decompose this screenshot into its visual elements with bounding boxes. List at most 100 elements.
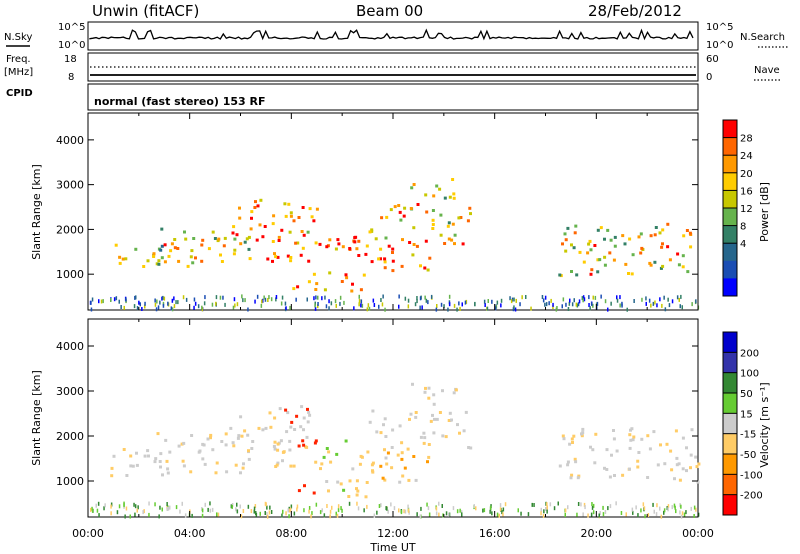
ground-scatter-cell — [644, 514, 646, 519]
echo-cell — [250, 216, 253, 220]
echo-cell — [383, 266, 387, 270]
ground-scatter-cell — [315, 295, 317, 300]
colorbar-tick-label: 28 — [740, 134, 753, 145]
echo-cell — [452, 192, 456, 196]
ground-scatter-cell — [407, 504, 409, 509]
echo-cell — [275, 463, 279, 467]
echo-cell — [328, 238, 332, 242]
echo-cell — [412, 226, 416, 230]
nsky-panel: N.Sky 10^5 10^0 10^5 10^0 N.Search — [4, 21, 788, 51]
echo-cell — [289, 259, 293, 263]
ground-scatter-cell — [136, 508, 138, 513]
echo-cell — [157, 259, 161, 263]
echo-cell — [590, 268, 594, 272]
ground-scatter-cell — [589, 306, 591, 311]
echo-cell — [432, 393, 436, 397]
ground-scatter-cell — [510, 299, 513, 304]
colorbar-swatch — [723, 172, 737, 191]
echo-cell — [276, 461, 280, 465]
echo-cell — [432, 402, 436, 406]
echo-cell — [288, 230, 292, 234]
echo-cell — [424, 193, 428, 197]
ground-scatter-cell — [407, 304, 410, 309]
ground-scatter-cell — [295, 297, 297, 302]
ground-scatter-cell — [448, 512, 450, 517]
time-axis-label: Time UT — [369, 541, 415, 554]
echo-cell — [447, 237, 451, 241]
echo-cell — [186, 264, 190, 268]
power-plot-frame — [87, 112, 699, 311]
echo-cell — [409, 207, 413, 210]
echo-cell — [561, 242, 564, 246]
ground-scatter-cell — [438, 512, 440, 517]
echo-cell — [612, 429, 615, 432]
ground-scatter-cell — [659, 506, 661, 511]
echo-cell — [391, 428, 395, 432]
ground-scatter-cell — [324, 295, 326, 300]
colorbar-tick-label: 100 — [740, 369, 759, 380]
ground-scatter-cell — [419, 514, 422, 519]
echo-cell — [314, 460, 318, 464]
ground-scatter-cell — [693, 514, 695, 518]
echo-cell — [435, 184, 439, 188]
ground-scatter-cell — [681, 305, 683, 310]
echo-cell — [146, 259, 150, 263]
ground-scatter-cell — [116, 510, 119, 515]
colorbar-tick-label: 16 — [740, 186, 753, 197]
echo-cell — [273, 416, 277, 420]
echo-cell — [401, 474, 405, 478]
echo-cell — [398, 424, 402, 428]
echo-cell — [286, 411, 290, 415]
echo-cell — [639, 251, 643, 255]
echo-cell — [383, 448, 386, 452]
echo-cell — [200, 259, 204, 263]
echo-cell — [391, 251, 394, 254]
colorbar-swatch — [723, 260, 737, 279]
echo-cell — [453, 233, 457, 237]
ground-scatter-cell — [90, 507, 92, 512]
echo-cell — [302, 428, 305, 432]
echo-cell — [168, 450, 172, 454]
echo-cell — [362, 273, 366, 277]
ground-scatter-cell — [491, 299, 493, 304]
ground-scatter-cell — [95, 503, 97, 508]
ground-scatter-cell — [348, 501, 351, 506]
echo-cell — [238, 206, 241, 210]
echo-cell — [637, 235, 641, 239]
echo-cell — [110, 474, 114, 478]
ground-scatter-cell — [656, 503, 658, 508]
ground-scatter-cell — [157, 305, 160, 310]
echo-cell — [214, 471, 218, 475]
ground-scatter-cell — [372, 298, 375, 303]
echo-cell — [241, 466, 245, 470]
echo-cell — [558, 464, 562, 468]
echo-cell — [627, 272, 630, 275]
echo-cell — [236, 436, 240, 440]
ground-scatter-cell — [329, 509, 332, 514]
echo-cell — [277, 239, 281, 242]
ground-scatter-cell — [541, 295, 544, 299]
echo-cell — [254, 200, 257, 204]
ground-scatter-cell — [261, 299, 263, 304]
ground-scatter-cell — [281, 295, 284, 300]
ground-scatter-cell — [610, 301, 612, 306]
echo-cell — [414, 415, 418, 419]
ground-scatter-cell — [587, 513, 589, 518]
echo-cell — [582, 260, 586, 264]
ground-scatter-cell — [580, 502, 582, 507]
echo-cell — [670, 468, 674, 472]
ground-scatter-cell — [175, 505, 178, 510]
ground-scatter-cell — [483, 299, 486, 304]
echo-cell — [572, 246, 576, 250]
ground-scatter-cell — [513, 305, 515, 310]
echo-cell — [438, 187, 442, 191]
echo-cell — [370, 463, 374, 467]
echo-cell — [356, 489, 360, 493]
ground-scatter-cell — [386, 506, 388, 511]
ground-scatter-cell — [290, 504, 293, 509]
ground-scatter-cell — [181, 501, 183, 506]
ground-scatter-cell — [253, 506, 256, 511]
echo-cell — [312, 272, 316, 276]
echo-cell — [246, 433, 250, 437]
echo-cell — [368, 420, 372, 424]
